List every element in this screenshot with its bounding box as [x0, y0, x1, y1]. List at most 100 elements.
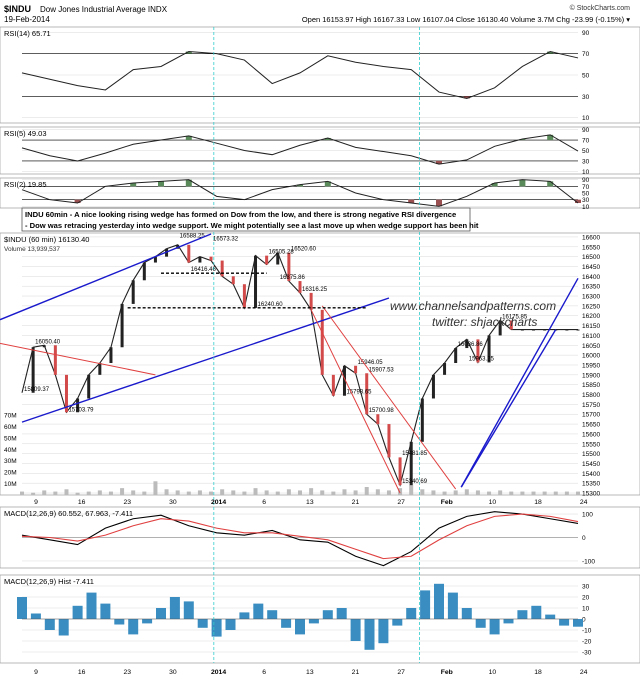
- volume-bar: [86, 491, 91, 495]
- y-tick-label: 16300: [582, 294, 600, 301]
- price-candle: [242, 284, 246, 308]
- price-annotation: 15700.98: [369, 408, 395, 414]
- y-tick-label: 20: [582, 595, 590, 602]
- chart-date: 19-Feb-2014: [4, 15, 50, 24]
- y-tick-label: 15700: [582, 412, 600, 419]
- volume-bar: [531, 491, 536, 495]
- y-tick-label: 16200: [582, 313, 600, 320]
- hist-bar: [211, 619, 222, 637]
- x-tick-label: 10: [489, 499, 497, 506]
- rsi-overbought-fill: [130, 183, 137, 187]
- price-candle: [342, 365, 346, 396]
- watermark-url: www.channelsandpatterns.com: [390, 299, 556, 313]
- price-annotation: 16050.40: [35, 339, 61, 345]
- volume-bar: [164, 489, 169, 495]
- volume-bar: [364, 487, 369, 495]
- volume-bar: [309, 488, 314, 495]
- price-candle: [254, 255, 258, 308]
- price-annotation: 15907.53: [369, 367, 395, 373]
- price-annotation: 16240.60: [258, 302, 284, 308]
- price-candle: [298, 281, 302, 293]
- x-tick-label: 21: [352, 669, 360, 676]
- price-annotation: 16036.86: [458, 342, 484, 348]
- price-annotation: 16520.60: [291, 247, 317, 253]
- rsi-overbought-fill: [158, 181, 164, 187]
- rsi-overbought-fill: [547, 181, 554, 187]
- price-annotation: 16175.85: [502, 314, 528, 320]
- volume-bar: [209, 491, 214, 495]
- y-tick-label: -100: [582, 558, 595, 565]
- hist-bar: [58, 619, 69, 636]
- price-candle: [231, 276, 235, 285]
- note-line-2: - Dow was retracing yesterday into wedge…: [25, 221, 479, 230]
- price-candle: [131, 280, 135, 304]
- y-tick-label: 30: [582, 584, 590, 591]
- note-box: [21, 207, 471, 232]
- watermark-twitter: twitter: shjackcharts: [432, 315, 537, 329]
- macd-series-line: [21, 511, 579, 567]
- volume-bar: [542, 491, 547, 495]
- y-tick-label: 15300: [582, 491, 600, 498]
- rsi-overbought-fill: [491, 183, 498, 187]
- volume-bar: [298, 490, 302, 495]
- price-candle: [398, 457, 402, 486]
- x-tick-label: 13: [306, 499, 314, 506]
- volume-bar: [142, 491, 147, 495]
- price-annotation: 15946.05: [358, 360, 384, 366]
- volume-bar: [242, 491, 247, 495]
- rsi-overbought-fill: [519, 179, 526, 187]
- y-tick-label: 30: [582, 197, 590, 204]
- rsi-overbought-fill: [185, 51, 192, 54]
- volume-bar: [153, 481, 158, 495]
- volume-tick-label: 60M: [4, 424, 17, 431]
- hist-bar: [197, 619, 208, 628]
- x-tick-label: 18: [534, 499, 542, 506]
- hist-bar: [434, 583, 444, 619]
- price-candle: [53, 345, 57, 375]
- rsi-overbought-fill: [297, 184, 303, 187]
- x-tick-label: 16: [78, 669, 86, 676]
- symbol-name: $INDU: [4, 4, 31, 14]
- y-tick-label: 0: [582, 617, 586, 624]
- y-tick-label: 30: [582, 158, 590, 165]
- y-tick-label: 70: [582, 184, 590, 191]
- hist-bar: [142, 619, 153, 624]
- volume-bar: [431, 490, 436, 495]
- volume-bar: [475, 490, 480, 495]
- rsi-oversold-fill: [463, 96, 470, 99]
- price-candle: [187, 244, 191, 263]
- y-tick-label: 15900: [582, 372, 600, 379]
- x-tick-label: 23: [123, 669, 131, 676]
- price-annotation: 15809.37: [24, 387, 50, 393]
- y-tick-label: 50: [582, 191, 590, 198]
- rsi-oversold-fill: [74, 199, 81, 203]
- volume-bar: [420, 489, 425, 495]
- volume-bar: [108, 491, 113, 495]
- price-annotation: 16588.25: [180, 233, 206, 239]
- x-tick-label: 21: [352, 499, 360, 506]
- price-candle: [532, 329, 536, 331]
- symbol: $INDU: [4, 4, 31, 14]
- hist-bar: [517, 610, 528, 619]
- volume-bar: [331, 491, 336, 495]
- price-candle: [153, 256, 157, 263]
- x-tick-label: 2014: [211, 669, 226, 676]
- y-tick-label: 90: [582, 177, 590, 184]
- price-candle: [443, 363, 447, 375]
- hist-bar: [336, 608, 347, 619]
- hist-bar: [17, 597, 27, 619]
- panel-title-rsi2: RSI(2) 19.85: [4, 180, 47, 189]
- rsi-oversold-fill: [575, 199, 581, 203]
- hist-bar: [239, 612, 250, 619]
- y-tick-label: 15850: [582, 382, 600, 389]
- x-tick-label: Feb: [441, 499, 453, 506]
- y-tick-label: 16100: [582, 333, 600, 340]
- price-candle: [354, 365, 358, 374]
- volume-tick-label: 10M: [4, 481, 17, 488]
- price-candle: [87, 374, 91, 399]
- hist-bar: [100, 603, 111, 619]
- y-tick-label: 15350: [582, 481, 600, 488]
- y-tick-label: 15600: [582, 431, 600, 438]
- rsi-overbought-fill: [185, 135, 192, 141]
